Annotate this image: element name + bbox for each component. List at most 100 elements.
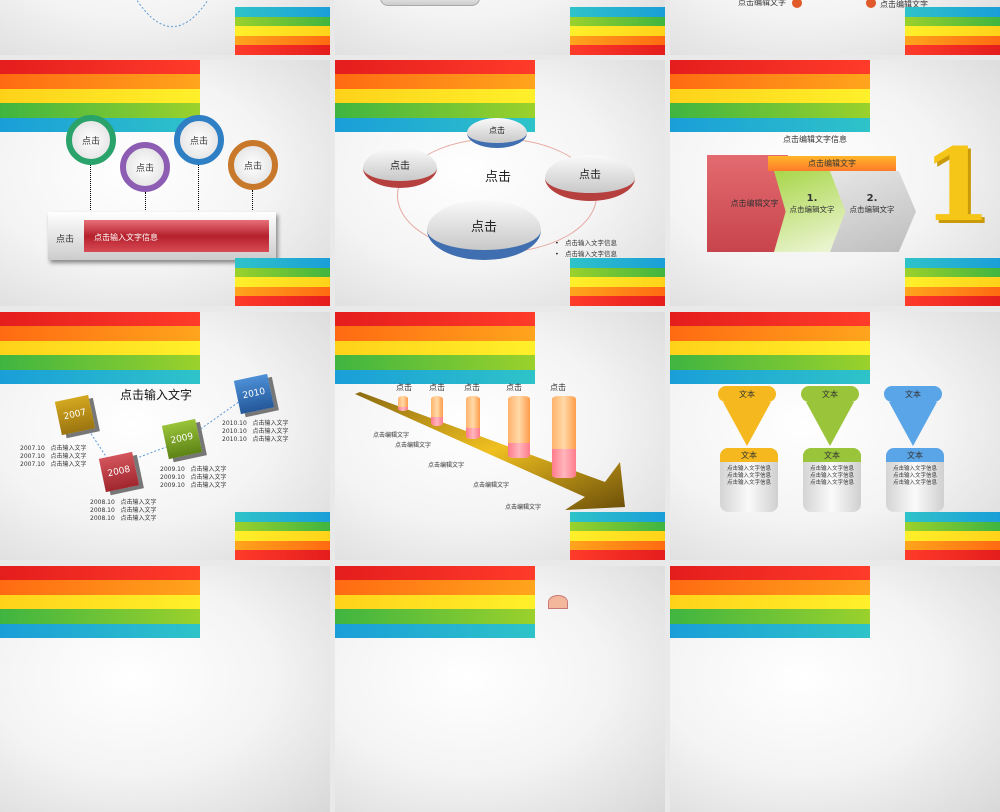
card-line: 点击输入文字信息 [892,480,937,486]
connector [90,165,91,210]
year-2007: 2007 [54,394,96,436]
dot-icon [792,0,802,8]
year-2010: 2010 [233,373,275,415]
column-pill: 文本 [801,386,859,402]
rainbow-ribbon [335,312,535,384]
hand-icon [548,595,568,609]
slide-thumbnail-3[interactable]: 点击编辑文字 点击编辑文字 [670,0,1000,55]
rainbow-ribbon [335,566,535,638]
title: 点击输入文字 [120,388,193,402]
slide-thumbnail-6[interactable]: 点击编辑文字信息 点击编辑文字 点击编辑文字 1. 点击编辑文字 2. 点击编辑文字… [670,60,1000,306]
title: 点击编辑文字信息 [783,135,847,144]
disc-bottom: 点击 [427,200,541,260]
slide-thumbnail-9[interactable]: 文本 文本 点击输入文字信息 点击输入文字信息 点击输入文字信息 文本 文本 点击输… [670,312,1000,560]
cylinder-label: 点击编辑文字 [428,462,465,469]
cylinder-top-label: 点击 [506,383,522,392]
top-band: 点击编辑文字 [768,156,896,171]
card-line: 点击输入文字信息 [809,466,854,472]
cylinder-top-label: 点击 [464,383,480,392]
button-shape [380,0,480,6]
slide-thumbnail-4[interactable]: 点击 点击 点击 点击 点击 点击输入文字信息 [0,60,330,306]
timeline-path [79,393,251,468]
slide-thumbnail-8[interactable]: 点击 点击编辑文字 点击 点击编辑文字 点击 点击编辑文字 点击 点击编辑文字 点击 点… [335,312,665,560]
rainbow-ribbon [905,512,1000,560]
disc-left: 点击 [363,148,437,188]
year-2008: 2008 [98,451,140,493]
rainbow-ribbon [670,60,870,132]
column-card: 文本 点击输入文字信息 点击输入文字信息 点击输入文字信息 [803,448,861,512]
circle-2: 点击 [120,142,170,192]
card-heading: 文本 [803,448,861,462]
cylinder-top-label: 点击 [396,383,412,392]
list-2008: 2008.10 点击输入文字 2008.10 点击输入文字 2008.10 点击… [90,499,157,522]
cylinder-label: 点击编辑文字 [505,504,542,511]
column-card: 文本 点击输入文字信息 点击输入文字信息 点击输入文字信息 [886,448,944,512]
card-line: 点击输入文字信息 [809,480,854,486]
list-2010: 2010.10 点击输入文字 2010.10 点击输入文字 2010.10 点击… [222,420,289,443]
info-bar: 点击 点击输入文字信息 [48,212,276,260]
cylinder [552,396,576,478]
circle-1: 点击 [66,115,116,165]
card-heading: 文本 [886,448,944,462]
circle-4: 点击 [228,140,278,190]
rainbow-ribbon [0,566,200,638]
slide-thumbnail-10[interactable] [0,566,330,812]
card-line: 点击输入文字信息 [892,466,937,472]
cylinder [508,396,530,458]
bar-text: 点击输入文字信息 [84,220,269,252]
year-2009: 2009 [161,418,203,460]
rainbow-ribbon [235,7,330,55]
slide-thumbnail-7[interactable]: 点击输入文字 2007 2008 2009 2010 2007.10 点击输入文… [0,312,330,560]
cylinder-label: 点击编辑文字 [373,432,410,439]
connector [145,192,146,210]
cylinder-top-label: 点击 [550,383,566,392]
card-line: 点击输入文字信息 [726,473,771,479]
card-heading: 文本 [720,448,778,462]
dot-icon [866,0,876,8]
disc-right: 点击 [545,155,635,201]
connector [198,165,199,210]
label-a: 点击编辑文字 [738,0,786,7]
gold-arrow [355,392,625,510]
label-b: 点击编辑文字 [880,0,928,9]
rainbow-ribbon [905,7,1000,55]
bullet-2: • 点击输入文字信息 [555,250,618,258]
slide-thumbnail-1[interactable] [0,0,330,55]
slide-thumbnail-5[interactable]: 点击 点击 点击 点击 点击 • 点击输入文字信息 • 点击输入文字信息 [335,60,665,306]
rainbow-ribbon [570,7,665,55]
column-pill: 文本 [718,386,776,402]
slide-thumbnail-12[interactable] [670,566,1000,812]
card-line: 点击输入文字信息 [892,473,937,479]
card-line: 点击输入文字信息 [726,466,771,472]
rainbow-ribbon [570,512,665,560]
cylinder-label: 点击编辑文字 [395,442,432,449]
rainbow-ribbon [235,512,330,560]
circle-3: 点击 [174,115,224,165]
rainbow-ribbon [335,60,535,132]
cylinder [466,396,480,439]
slide-thumbnail-11[interactable] [335,566,665,812]
disc-top: 点击 [467,118,527,148]
slide-thumbnail-2[interactable] [335,0,665,55]
dotted-arc [136,0,209,27]
rainbow-ribbon [905,258,1000,306]
cylinder-label: 点击编辑文字 [473,482,510,489]
bullet-1: • 点击输入文字信息 [555,239,618,247]
list-2009: 2009.10 点击输入文字 2009.10 点击输入文字 2009.10 点击… [160,466,227,489]
rainbow-ribbon [0,60,200,132]
bar-label: 点击 [56,235,75,245]
big-number-one: 1 [922,126,992,244]
rainbow-ribbon [670,312,870,384]
cylinder [398,396,408,411]
cylinder-top-label: 点击 [429,383,445,392]
column-card: 文本 点击输入文字信息 点击输入文字信息 点击输入文字信息 [720,448,778,512]
rainbow-ribbon [570,258,665,306]
rainbow-ribbon [0,312,200,384]
column-funnel [723,402,771,446]
column-funnel [889,402,937,446]
card-line: 点击输入文字信息 [726,480,771,486]
column-pill: 文本 [884,386,942,402]
connector [252,190,253,210]
rainbow-ribbon [235,258,330,306]
center-label: 点击 [485,170,512,185]
